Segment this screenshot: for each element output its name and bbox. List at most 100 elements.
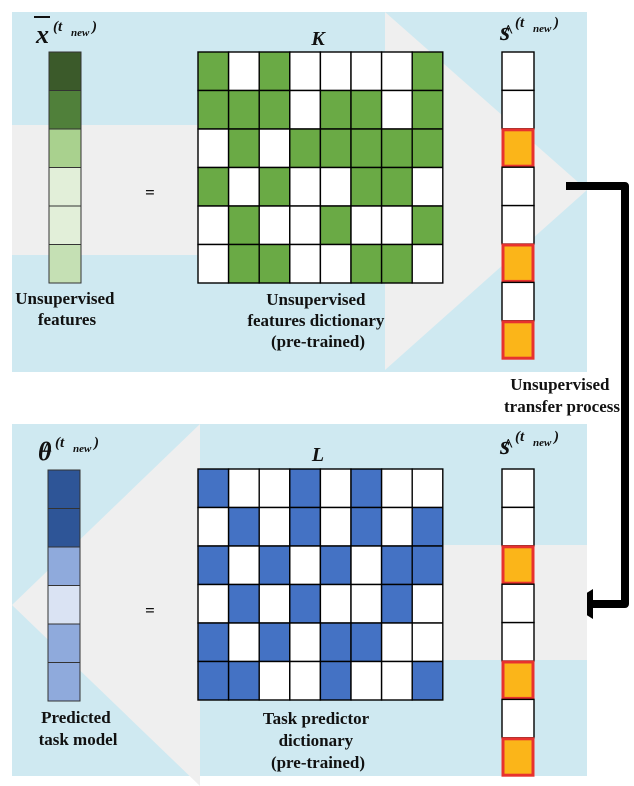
top-matrix-cell <box>380 51 413 92</box>
bottom-vector-sub: new <box>73 443 92 455</box>
top-matrix-cell <box>227 89 260 130</box>
bottom-vector-symbol: θ <box>38 437 52 466</box>
top-matrix-cell <box>411 128 444 169</box>
bottom-s-cell <box>501 468 535 509</box>
top-s-sub: new <box>533 23 552 35</box>
top-vector-symbol: x <box>35 20 49 49</box>
top-vector-cell <box>48 51 82 91</box>
bottom-matrix-cell <box>350 468 383 509</box>
top-s-hat: ^ <box>503 21 513 41</box>
top-matrix-caption-line-2: features dictionary <box>247 311 385 330</box>
top-matrix-cell <box>319 205 352 246</box>
bottom-matrix-cell <box>350 660 383 701</box>
bottom-matrix-caption-line-2: dictionary <box>279 731 354 750</box>
bottom-matrix-cell <box>197 660 230 701</box>
top-s-active-cell <box>501 128 535 168</box>
top-s-superscript: (t <box>515 15 525 31</box>
top-matrix-cell <box>258 128 291 169</box>
transfer-arrow-line <box>566 182 629 608</box>
bottom-matrix-caption-line-3: (pre-trained) <box>271 753 365 772</box>
top-matrix-cell <box>258 89 291 130</box>
bottom-sparse-code-vector <box>501 468 535 777</box>
top-matrix-cell <box>227 128 260 169</box>
top-matrix-cell <box>227 243 260 284</box>
bottom-matrix-cell <box>411 622 444 663</box>
bottom-matrix-cell <box>258 506 291 547</box>
bottom-matrix-cell <box>289 583 322 624</box>
bottom-matrix-cell <box>319 583 352 624</box>
top-matrix-cell <box>197 89 230 130</box>
bottom-vector-cell <box>47 623 81 663</box>
top-matrix-cell <box>380 205 413 246</box>
bottom-matrix-cell <box>350 545 383 586</box>
bottom-matrix-cell <box>319 660 352 701</box>
bottom-s-symbol: s <box>499 431 510 460</box>
bottom-matrix-cell <box>289 506 322 547</box>
bottom-matrix-cell <box>380 660 413 701</box>
top-vector-sub: new <box>71 27 90 39</box>
bottom-s-header: ^ s (t new ) <box>499 429 559 460</box>
transfer-label-line-2: transfer process <box>504 397 620 416</box>
top-vector-cell <box>48 167 82 207</box>
top-s-close: ) <box>552 15 559 31</box>
bottom-equals-sign: = <box>145 601 155 620</box>
bottom-matrix-cell <box>350 583 383 624</box>
bottom-matrix-cell <box>227 545 260 586</box>
top-vector-cell <box>48 244 82 284</box>
top-s-cell <box>501 89 535 130</box>
top-matrix-cell <box>289 243 322 284</box>
top-matrix-cell <box>319 166 352 207</box>
bottom-s-sub: new <box>533 437 552 449</box>
bottom-matrix-cell <box>319 506 352 547</box>
top-vector-caption-line-1: Unsupervised <box>15 289 115 308</box>
top-vector-close: ) <box>90 19 97 35</box>
top-matrix-cell <box>258 166 291 207</box>
bottom-matrix-cell <box>258 583 291 624</box>
top-s-cell <box>501 204 535 245</box>
top-matrix-cell <box>289 205 322 246</box>
top-matrix-cell <box>197 243 230 284</box>
top-matrix-cell <box>197 128 230 169</box>
bottom-matrix-cell <box>258 468 291 509</box>
top-vector-superscript: (t <box>53 19 63 35</box>
top-matrix-cell <box>227 166 260 207</box>
bottom-s-cell <box>501 506 535 547</box>
top-matrix-cell <box>197 51 230 92</box>
bottom-dictionary-matrix <box>197 468 444 701</box>
top-matrix-cell <box>380 243 413 284</box>
bottom-vector-header: ^ θ (t new ) <box>38 435 99 466</box>
top-matrix-cell <box>319 128 352 169</box>
bottom-task-vector <box>47 469 81 702</box>
bottom-matrix-caption: Task predictor dictionary (pre-trained) <box>263 709 373 772</box>
top-vector-cell <box>48 205 82 245</box>
top-s-cell <box>501 281 535 322</box>
transfer-label-line-1: Unsupervised <box>510 375 610 394</box>
bottom-vector-cell <box>47 546 81 586</box>
bottom-matrix-cell <box>227 660 260 701</box>
bottom-matrix-cell <box>289 622 322 663</box>
top-s-active-cell <box>501 243 535 283</box>
top-matrix-cell <box>350 243 383 284</box>
top-matrix-cell <box>289 89 322 130</box>
top-dictionary-matrix <box>197 51 444 284</box>
bottom-matrix-cell <box>411 468 444 509</box>
bottom-vector-cell <box>47 469 81 509</box>
bottom-matrix-cell <box>319 545 352 586</box>
bottom-matrix-cell <box>380 622 413 663</box>
bottom-matrix-cell <box>197 545 230 586</box>
top-sparse-code-vector <box>501 51 535 360</box>
top-matrix-symbol: K <box>310 28 326 50</box>
bottom-matrix-cell <box>289 660 322 701</box>
top-matrix-caption-line-3: (pre-trained) <box>271 332 365 351</box>
bottom-s-cell <box>501 621 535 662</box>
top-matrix-cell <box>258 51 291 92</box>
top-matrix-cell <box>411 89 444 130</box>
bottom-matrix-symbol: L <box>311 444 324 466</box>
top-matrix-cell <box>319 51 352 92</box>
bottom-matrix-cell <box>197 506 230 547</box>
bottom-vector-close: ) <box>92 435 99 451</box>
bottom-matrix-cell <box>227 506 260 547</box>
bottom-s-cell <box>501 583 535 624</box>
bottom-matrix-cell <box>350 622 383 663</box>
bottom-matrix-cell <box>289 468 322 509</box>
